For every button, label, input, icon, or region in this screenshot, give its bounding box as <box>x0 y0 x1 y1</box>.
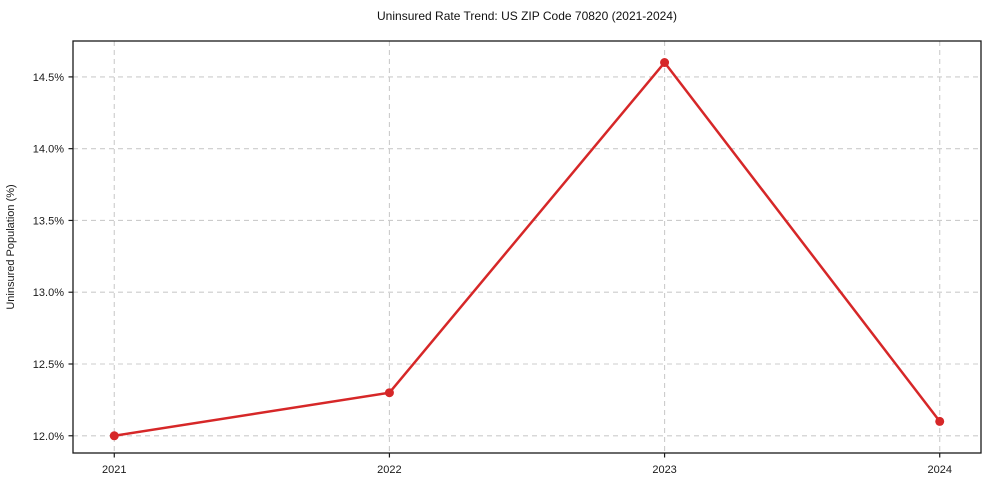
chart-title: Uninsured Rate Trend: US ZIP Code 70820 … <box>377 9 677 23</box>
x-tick-label: 2023 <box>652 464 676 476</box>
x-tick-label: 2021 <box>102 464 126 476</box>
data-point-2022 <box>384 388 394 398</box>
y-axis-label: Uninsured Population (%) <box>5 184 17 309</box>
axes: 12.0% 12.5% 13.0% 13.5% 14.0% 14.5% 2021 2022 20… <box>33 40 982 476</box>
plot-border <box>72 40 982 454</box>
data-point-2021 <box>109 431 119 441</box>
y-tick-label: 13.0% <box>33 287 64 299</box>
y-tick-label: 12.5% <box>33 359 64 371</box>
data-point-2024 <box>935 416 945 426</box>
data-point-2023 <box>660 58 670 68</box>
y-tick-label: 14.0% <box>33 144 64 156</box>
y-tick-label: 12.0% <box>33 431 64 443</box>
x-tick-label: 2022 <box>377 464 401 476</box>
grid-lines <box>73 41 981 453</box>
y-tick-label: 13.5% <box>33 215 64 227</box>
x-tick-label: 2024 <box>927 464 951 476</box>
trend-line <box>113 61 941 438</box>
y-tick-label: 14.5% <box>33 72 64 84</box>
data-series <box>109 58 945 441</box>
